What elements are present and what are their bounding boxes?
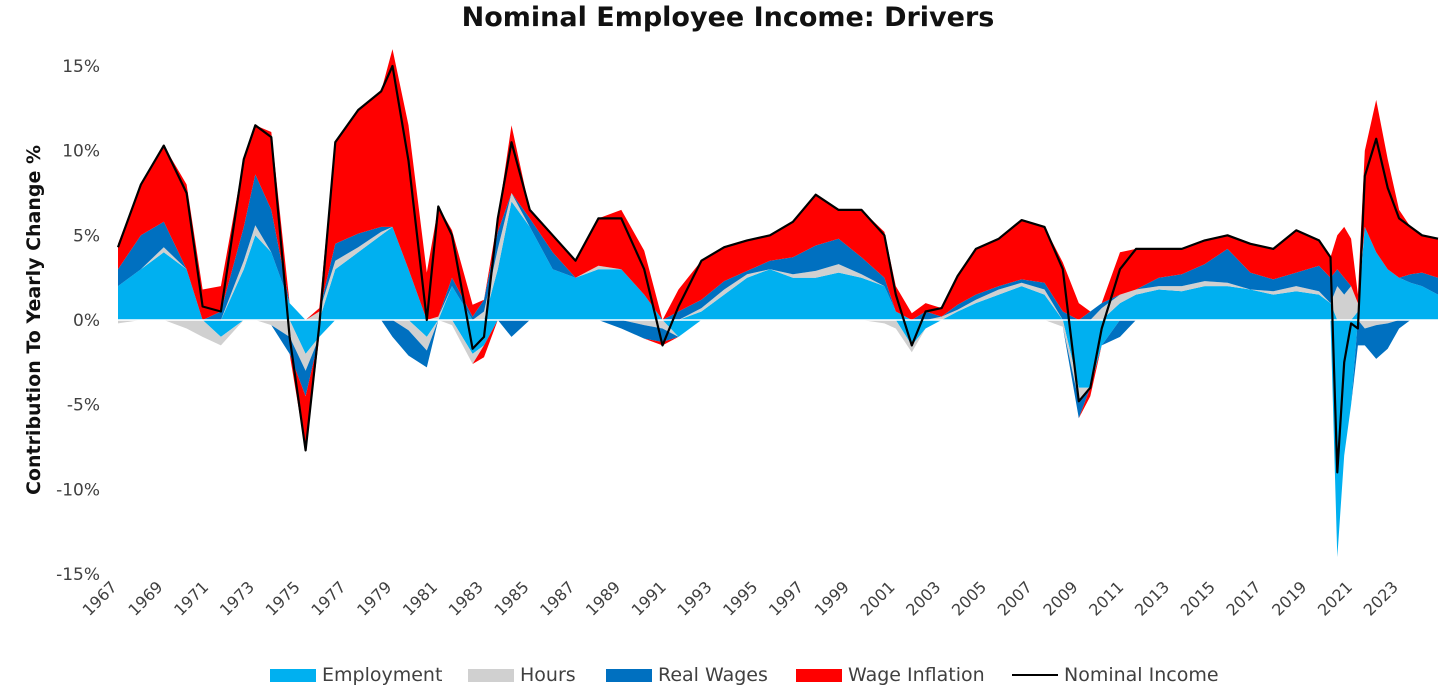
- x-tick-label: 2011: [1085, 577, 1127, 619]
- legend-item-wage-inflation: Wage Inflation: [796, 662, 985, 688]
- legend-swatch-nominal-income: [1012, 674, 1058, 676]
- legend-item-real-wages: Real Wages: [606, 662, 768, 688]
- x-tick-label: 1969: [124, 577, 166, 619]
- y-tick-label: -5%: [67, 396, 100, 416]
- x-tick-label: 2021: [1314, 577, 1356, 619]
- x-tick-label: 1977: [307, 577, 349, 619]
- legend-swatch-real-wages: [606, 668, 652, 682]
- x-tick-label: 1971: [170, 577, 212, 619]
- x-tick-label: 1989: [582, 577, 624, 619]
- x-tick-label: 1999: [811, 577, 853, 619]
- x-tick-label: 2005: [948, 577, 990, 619]
- x-tick-label: 2015: [1177, 577, 1219, 619]
- legend-label-real-wages: Real Wages: [658, 664, 768, 686]
- chart-plot: 15%10%5%0%-5%-10%-15%1967 1969 1971 1973 197…: [56, 49, 1439, 620]
- x-tick-label: 2017: [1222, 577, 1264, 619]
- area-employment-positive: [118, 201, 1438, 320]
- x-tick-label: 1987: [536, 577, 578, 619]
- y-tick-label: 15%: [62, 57, 100, 77]
- x-tick-label: 2003: [902, 577, 944, 619]
- legend-item-hours: Hours: [468, 662, 576, 688]
- line-nominal-income: [116, 64, 1439, 474]
- x-tick-label: 1973: [216, 577, 258, 619]
- chart-title: Nominal Employee Income: Drivers: [461, 2, 995, 33]
- x-tick-label: 1981: [399, 577, 441, 619]
- x-tick-label: 1985: [490, 577, 532, 619]
- y-tick-label: -15%: [56, 565, 100, 585]
- x-tick-label: 1983: [445, 577, 487, 619]
- x-tick-label: 1979: [353, 577, 395, 619]
- x-tick-label: 2001: [856, 577, 898, 619]
- x-tick-label: 1995: [719, 577, 761, 619]
- legend-swatch-hours: [468, 668, 514, 682]
- y-tick-label: -10%: [56, 480, 100, 500]
- legend-item-employment: Employment: [270, 662, 442, 688]
- legend: Employment Hours Real Wages Wage Inflati…: [0, 662, 1456, 688]
- y-tick-label: 5%: [73, 226, 100, 246]
- legend-swatch-employment: [270, 668, 316, 682]
- area-wage-inflation-positive: [118, 49, 1438, 320]
- x-tick-label: 2007: [994, 577, 1036, 619]
- x-tick-label: 1993: [673, 577, 715, 619]
- y-tick-label: 10%: [62, 142, 100, 162]
- legend-label-nominal-income: Nominal Income: [1064, 664, 1219, 686]
- legend-label-employment: Employment: [322, 664, 443, 686]
- x-tick-label: 2019: [1268, 577, 1310, 619]
- x-tick-label: 1975: [262, 577, 304, 619]
- legend-label-hours: Hours: [520, 664, 576, 686]
- legend-label-wage-inflation: Wage Inflation: [848, 664, 985, 686]
- legend-item-nominal-income: Nominal Income: [1012, 662, 1219, 688]
- x-tick-label: 2013: [1131, 577, 1173, 619]
- x-tick-label: 2023: [1360, 577, 1402, 619]
- y-tick-label: 0%: [73, 311, 100, 331]
- x-tick-label: 1991: [628, 577, 670, 619]
- x-tick-label: 1997: [765, 577, 807, 619]
- legend-swatch-wage-inflation: [796, 668, 842, 682]
- x-tick-label: 2009: [1039, 577, 1081, 619]
